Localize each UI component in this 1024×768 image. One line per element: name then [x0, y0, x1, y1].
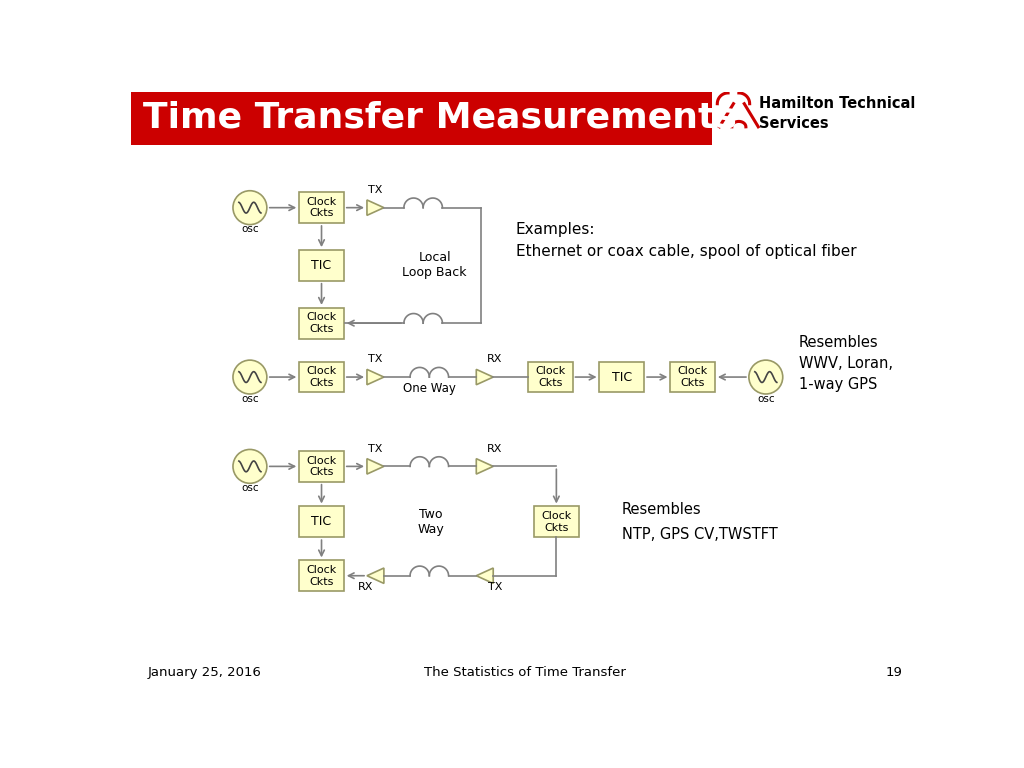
Text: Clock
Ckts: Clock Ckts [306, 455, 337, 477]
Text: osc: osc [241, 224, 259, 234]
FancyBboxPatch shape [671, 362, 715, 392]
Bar [131, 92, 712, 144]
FancyBboxPatch shape [599, 362, 644, 392]
Text: osc: osc [241, 394, 259, 404]
Polygon shape [476, 369, 494, 385]
Text: Time Transfer Measurements: Time Transfer Measurements [143, 101, 736, 134]
FancyBboxPatch shape [299, 250, 344, 281]
Text: The Statistics of Time Transfer: The Statistics of Time Transfer [424, 667, 626, 679]
Text: TIC: TIC [311, 515, 332, 528]
FancyBboxPatch shape [299, 451, 344, 482]
Text: Clock
Ckts: Clock Ckts [542, 511, 571, 533]
Circle shape [233, 190, 267, 224]
Polygon shape [367, 568, 384, 584]
Text: Clock
Ckts: Clock Ckts [306, 366, 337, 388]
Text: Resembles
NTP, GPS CV,TWSTFT: Resembles NTP, GPS CV,TWSTFT [622, 502, 777, 541]
FancyBboxPatch shape [528, 362, 572, 392]
Text: Clock
Ckts: Clock Ckts [306, 313, 337, 334]
Text: TIC: TIC [311, 259, 332, 272]
Text: RX: RX [487, 444, 503, 454]
Circle shape [233, 449, 267, 483]
Text: Clock
Ckts: Clock Ckts [678, 366, 708, 388]
Circle shape [749, 360, 782, 394]
Text: Resembles
WWV, Loran,
1-way GPS: Resembles WWV, Loran, 1-way GPS [799, 336, 893, 392]
Text: TX: TX [369, 444, 383, 454]
Text: RX: RX [357, 581, 373, 591]
FancyBboxPatch shape [299, 561, 344, 591]
Text: Examples:
Ethernet or coax cable, spool of optical fiber: Examples: Ethernet or coax cable, spool … [515, 222, 856, 260]
Polygon shape [476, 458, 494, 474]
FancyBboxPatch shape [535, 506, 579, 538]
Text: RX: RX [487, 354, 503, 365]
Text: osc: osc [241, 483, 259, 493]
Polygon shape [367, 458, 384, 474]
Text: TX: TX [487, 581, 502, 591]
Text: TX: TX [369, 354, 383, 365]
FancyBboxPatch shape [299, 506, 344, 538]
Text: One Way: One Way [402, 382, 456, 396]
FancyBboxPatch shape [299, 308, 344, 339]
Text: 19: 19 [885, 667, 902, 679]
Polygon shape [476, 568, 494, 584]
FancyBboxPatch shape [299, 192, 344, 223]
Polygon shape [367, 200, 384, 215]
Text: January 25, 2016: January 25, 2016 [147, 667, 261, 679]
Text: Two
Way: Two Way [418, 508, 444, 536]
Text: TX: TX [369, 185, 383, 195]
Text: TIC: TIC [611, 371, 632, 383]
Polygon shape [367, 369, 384, 385]
Circle shape [233, 360, 267, 394]
Text: Clock
Ckts: Clock Ckts [306, 565, 337, 587]
Text: Clock
Ckts: Clock Ckts [306, 197, 337, 218]
Text: Local
Loop Back: Local Loop Back [402, 251, 467, 280]
Text: osc: osc [757, 394, 774, 404]
Text: Hamilton Technical
Services: Hamilton Technical Services [759, 96, 915, 131]
Text: Clock
Ckts: Clock Ckts [536, 366, 565, 388]
FancyBboxPatch shape [299, 362, 344, 392]
